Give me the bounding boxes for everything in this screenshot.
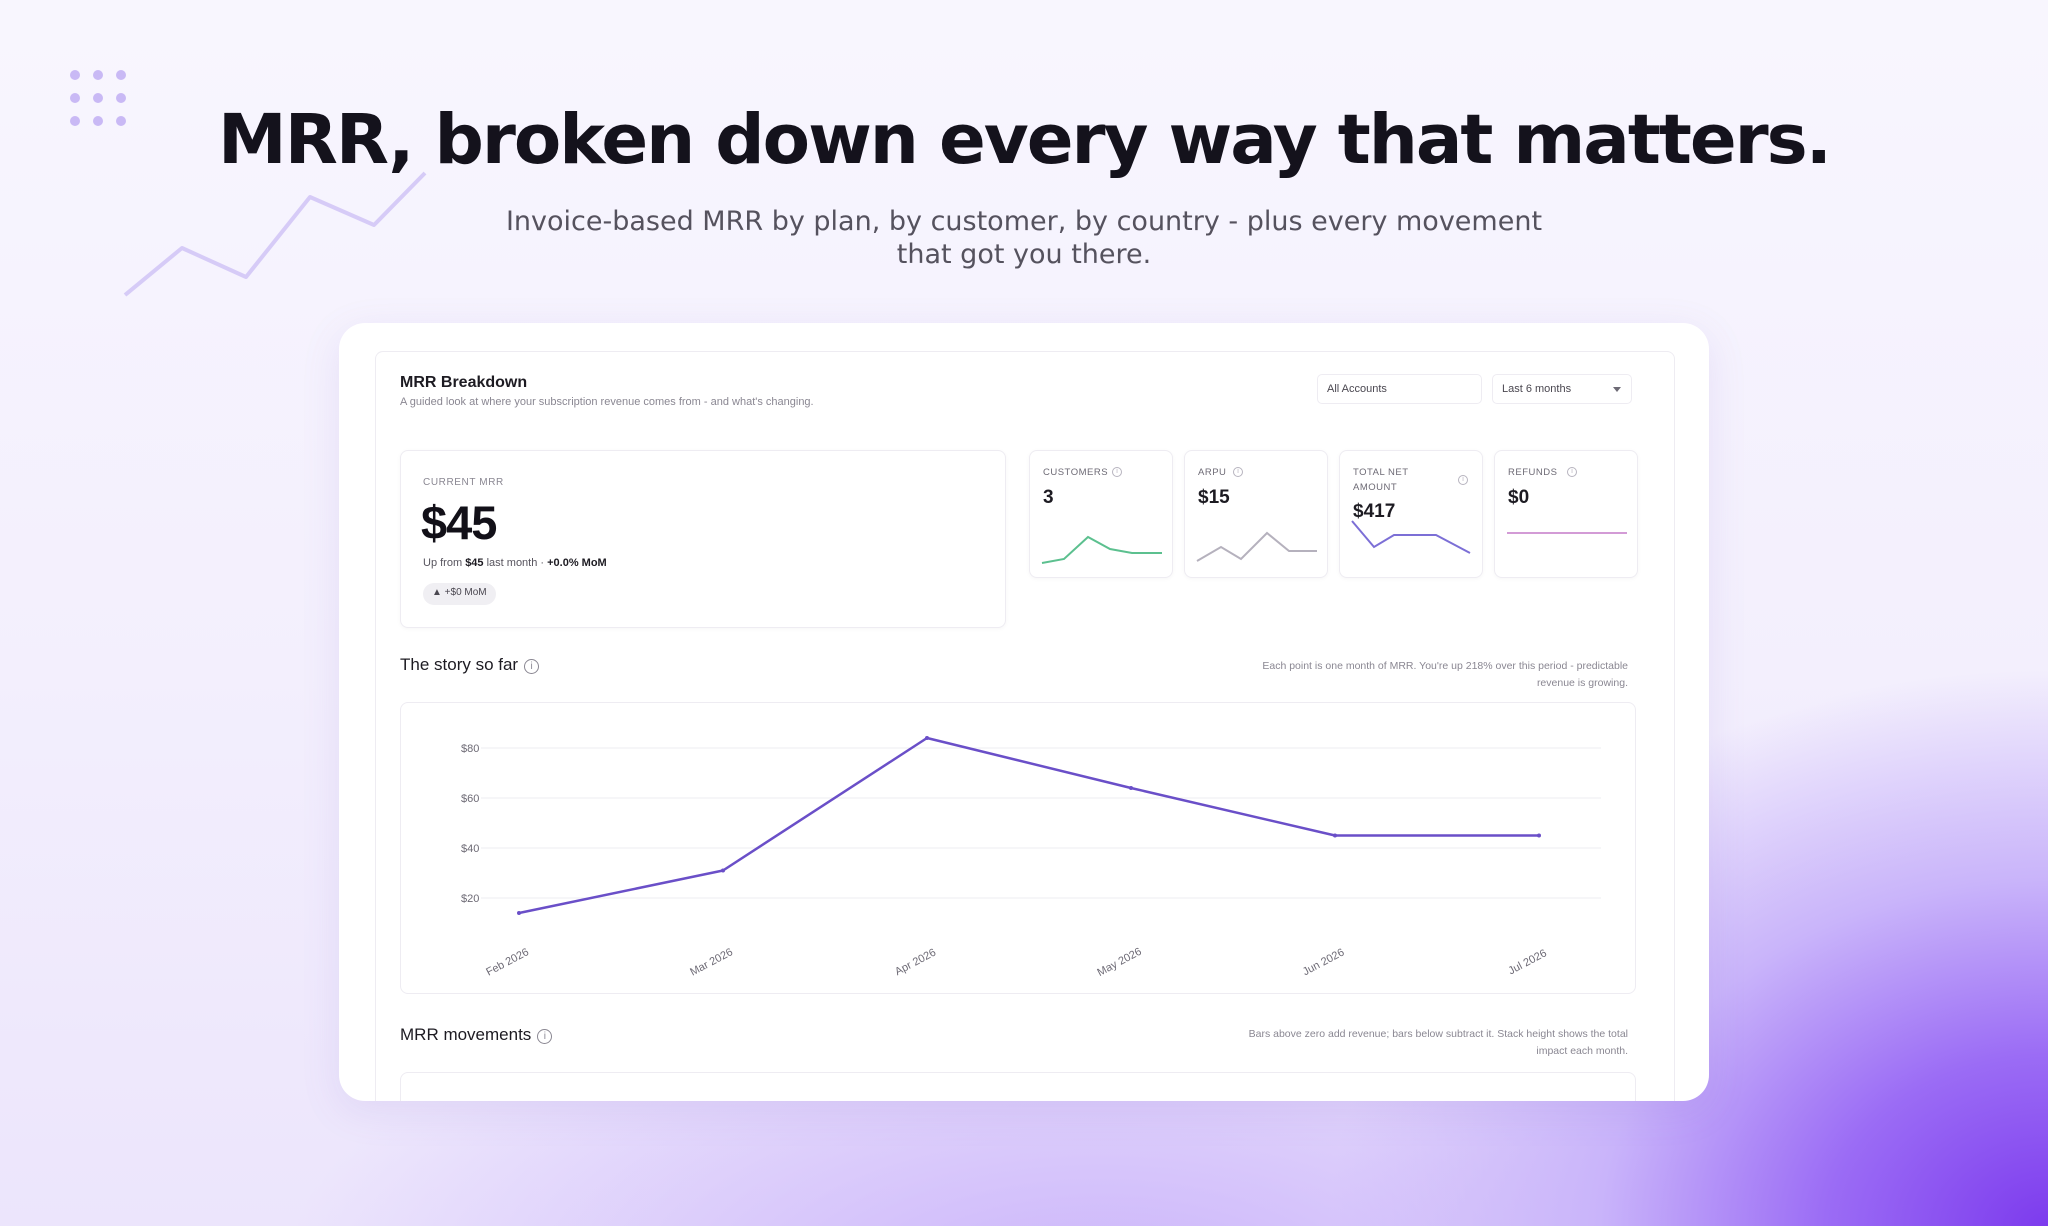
data-point[interactable]: [1537, 833, 1541, 838]
movements-note: Bars above zero add revenue; bars below …: [1248, 1028, 1628, 1057]
x-tick-label: Jul 2026: [1506, 947, 1548, 977]
movements-section-title: MRR movements i: [400, 1025, 553, 1045]
mrr-note-mid: last month ·: [483, 557, 548, 569]
y-tick-label: $80: [461, 743, 479, 755]
mrr-note-amount: $45: [465, 557, 484, 569]
info-icon[interactable]: i: [1458, 475, 1468, 485]
accounts-filter-select[interactable]: All Accounts: [1317, 374, 1482, 404]
hero-subtitle: Invoice-based MRR by plan, by customer, …: [505, 206, 1543, 270]
data-point[interactable]: [517, 911, 521, 915]
kpi-value: $15: [1198, 487, 1230, 508]
y-tick-label: $60: [461, 793, 479, 805]
kpi-label: CUSTOMERS: [1043, 467, 1109, 478]
mom-change-badge: ▲ +$0 MoM: [423, 583, 496, 605]
current-mrr-value: $45: [421, 496, 497, 549]
kpi-label: TOTAL NET AMOUNT: [1353, 467, 1409, 493]
kpi-value: $0: [1508, 487, 1530, 508]
current-mrr-label: CURRENT MRR: [423, 477, 504, 488]
info-icon[interactable]: i: [524, 659, 540, 674]
kpi-sparkline-refunds: [1507, 532, 1627, 534]
current-mrr-note: Up from $45 last month · +0.0% MoM: [423, 557, 607, 569]
kpi-card-refunds: REFUNDS i $0: [1494, 450, 1638, 578]
decorative-trend-line: [123, 171, 427, 297]
kpi-card-total-net-amount: TOTAL NET AMOUNT i $417: [1339, 450, 1483, 578]
mrr-line-chart-svg: $20 $40 $60 $80 Feb 2026 Mar 2026 Apr 2026 May …: [461, 736, 1601, 979]
kpi-value: $417: [1353, 501, 1396, 522]
kpi-value: 3: [1043, 487, 1054, 508]
mrr-note-change: +0.0% MoM: [547, 557, 607, 569]
story-note: Each point is one month of MRR. You're u…: [1262, 660, 1628, 689]
x-tick-label: Jun 2026: [1301, 946, 1347, 978]
kpi-sparkline-customers: [1041, 535, 1162, 564]
info-icon[interactable]: i: [1112, 467, 1122, 477]
y-tick-label: $40: [461, 843, 479, 855]
info-icon[interactable]: i: [537, 1029, 553, 1044]
story-title-text: The story so far: [400, 655, 519, 674]
panel-title: MRR Breakdown: [400, 374, 528, 391]
current-mrr-card: CURRENT MRR $45 Up from $45 last month ·…: [400, 450, 1006, 628]
dashboard-screenshot-frame: MRR Breakdown A guided look at where you…: [339, 323, 1709, 1101]
info-icon[interactable]: i: [1567, 467, 1577, 477]
mrr-breakdown-panel: MRR Breakdown A guided look at where you…: [375, 351, 1675, 1101]
period-filter-value: Last 6 months: [1502, 383, 1572, 395]
x-tick-label: May 2026: [1095, 946, 1143, 979]
chevron-down-icon: [1613, 387, 1621, 392]
period-filter-select[interactable]: Last 6 months: [1492, 374, 1632, 404]
x-tick-label: Apr 2026: [893, 947, 938, 979]
mrr-series-line: [518, 736, 1539, 915]
kpi-label: REFUNDS: [1508, 467, 1558, 478]
story-section-title: The story so far i: [400, 655, 540, 675]
kpi-label: ARPU: [1198, 467, 1227, 478]
hero-title: MRR, broken down every way that matters.: [218, 100, 1832, 180]
data-point[interactable]: [721, 868, 725, 873]
y-tick-label: $20: [461, 893, 479, 905]
kpi-card-arpu: ARPU i $15: [1184, 450, 1328, 578]
kpi-sparkline-total-net-amount: [1351, 520, 1471, 554]
movements-title-text: MRR movements: [400, 1025, 532, 1044]
data-point[interactable]: [1129, 786, 1133, 790]
kpi-sparkline-arpu: [1196, 531, 1317, 562]
kpi-card-customers: CUSTOMERS i 3: [1029, 450, 1173, 578]
mrr-movements-chart: [400, 1072, 1636, 1101]
x-tick-label: Mar 2026: [688, 946, 735, 978]
decorative-dot-grid: [70, 70, 130, 130]
accounts-filter-value: All Accounts: [1327, 383, 1387, 395]
data-point[interactable]: [925, 736, 929, 740]
info-icon[interactable]: i: [1233, 467, 1243, 477]
mrr-note-prefix: Up from: [423, 557, 466, 569]
data-point[interactable]: [1333, 833, 1337, 838]
panel-description: A guided look at where your subscription…: [400, 396, 814, 408]
mrr-line-chart: $20 $40 $60 $80 Feb 2026 Mar 2026 Apr 2026 May …: [400, 702, 1636, 994]
x-tick-label: Feb 2026: [484, 946, 531, 978]
